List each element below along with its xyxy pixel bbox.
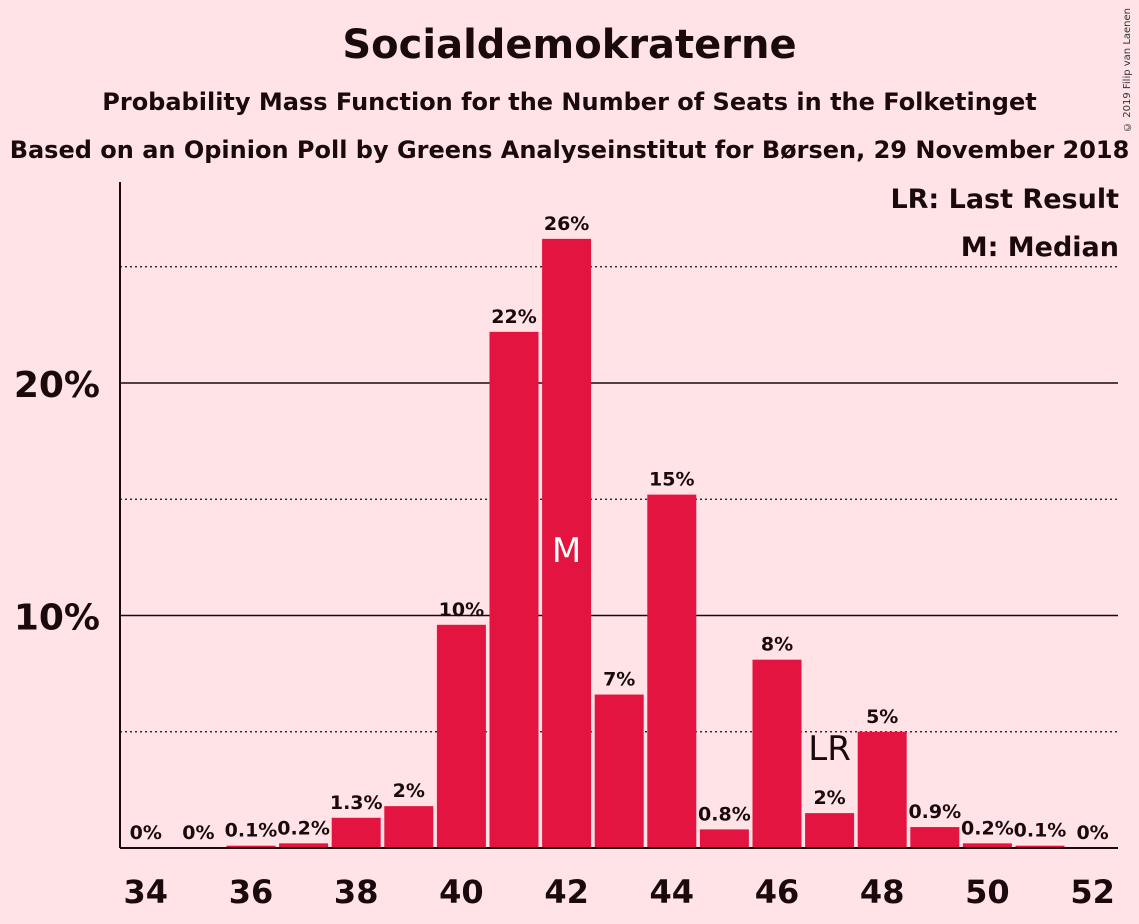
x-tick-label: 36 bbox=[229, 873, 274, 911]
legend-median: M: Median bbox=[960, 232, 1119, 263]
data-label-40: 10% bbox=[439, 599, 484, 621]
data-label-41: 22% bbox=[491, 306, 536, 328]
data-label-36: 0.1% bbox=[225, 820, 278, 842]
bar-41 bbox=[489, 331, 539, 849]
chart-subtitle: Probability Mass Function for the Number… bbox=[102, 88, 1037, 116]
x-tick-label: 34 bbox=[124, 873, 169, 911]
data-label-50: 0.2% bbox=[961, 817, 1014, 839]
data-label-34: 0% bbox=[130, 822, 162, 844]
bar-37 bbox=[279, 843, 329, 848]
data-label-44: 15% bbox=[649, 469, 694, 491]
x-tick-label: 48 bbox=[860, 873, 905, 911]
bar-39 bbox=[384, 806, 434, 848]
bar-36 bbox=[226, 845, 276, 848]
data-label-46: 8% bbox=[761, 634, 793, 656]
bar-48 bbox=[857, 731, 907, 848]
bar-43 bbox=[594, 694, 644, 848]
data-label-47: 2% bbox=[813, 787, 845, 809]
data-label-48: 5% bbox=[866, 706, 898, 728]
x-tick-label: 52 bbox=[1070, 873, 1115, 911]
x-tick-label: 40 bbox=[439, 873, 484, 911]
x-tick-label: 50 bbox=[965, 873, 1010, 911]
data-label-45: 0.8% bbox=[698, 803, 751, 825]
last-result-marker: LR bbox=[808, 729, 851, 769]
x-tick-label: 42 bbox=[544, 873, 589, 911]
legend-last-result: LR: Last Result bbox=[890, 184, 1119, 215]
y-tick-label: 10% bbox=[14, 598, 100, 639]
data-label-39: 2% bbox=[393, 780, 425, 802]
data-label-35: 0% bbox=[182, 822, 214, 844]
x-tick-label: 44 bbox=[650, 873, 695, 911]
x-tick-label: 38 bbox=[334, 873, 379, 911]
y-tick-label: 20% bbox=[14, 365, 100, 406]
data-label-37: 0.2% bbox=[277, 817, 330, 839]
chart-title: Socialdemokraterne bbox=[342, 22, 797, 68]
bar-40 bbox=[436, 624, 486, 848]
bar-38 bbox=[331, 817, 381, 848]
bar-49 bbox=[910, 827, 960, 848]
bar-46 bbox=[752, 659, 802, 848]
bar-42 bbox=[542, 238, 592, 849]
data-label-49: 0.9% bbox=[908, 801, 961, 823]
bar-47 bbox=[805, 813, 855, 848]
bar-44 bbox=[647, 494, 697, 848]
data-label-51: 0.1% bbox=[1014, 820, 1067, 842]
bar-51 bbox=[1015, 845, 1065, 848]
bar-50 bbox=[962, 843, 1012, 848]
data-label-52: 0% bbox=[1076, 822, 1108, 844]
data-label-42: 26% bbox=[544, 213, 589, 235]
x-tick-label: 46 bbox=[755, 873, 800, 911]
median-marker: M bbox=[552, 531, 581, 571]
data-label-38: 1.3% bbox=[330, 792, 383, 814]
bar-45 bbox=[699, 829, 749, 848]
data-label-43: 7% bbox=[603, 669, 635, 691]
chart-source-subtitle: Based on an Opinion Poll by Greens Analy… bbox=[9, 136, 1130, 164]
